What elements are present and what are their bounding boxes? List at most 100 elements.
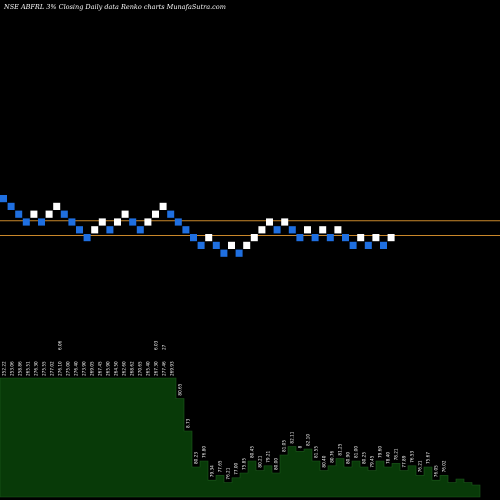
volume-label: 80.00 [274,458,279,470]
renko-brick [129,218,137,226]
volume-label: 79.34 [210,465,215,477]
volume-label: 277.46 [162,361,167,376]
header-description: Closing Daily data Renko charts MunafaSu… [58,3,226,11]
volume-label: 262.60 [122,361,127,376]
volume-top-label: 6.06 [58,340,63,350]
renko-brick [53,202,61,210]
renko-brick [258,226,266,234]
volume-label: 82.11 [290,431,295,443]
volume-label: 79.60 [378,446,383,458]
renko-brick [235,249,243,257]
renko-brick [288,226,296,234]
volume-label: 75.67 [426,452,431,464]
renko-bricks [0,195,395,257]
renko-brick [387,234,395,242]
volume-label: 264.50 [114,361,119,376]
volume-label: 253.06 [10,361,15,376]
volume-label: 76.21 [418,460,423,472]
volume-label: 276.30 [34,361,39,376]
volume-label: 265.40 [146,361,151,376]
volume-label: 276.10 [58,361,63,376]
renko-brick [357,234,365,242]
volume-label: 77.65 [218,460,223,472]
renko-brick [342,234,349,242]
volume-label: 78.21 [394,448,399,460]
volume-label: 268.62 [130,361,135,376]
volume-label: 80.21 [258,455,263,467]
renko-brick [7,202,15,210]
volume-label: 265.51 [26,361,31,376]
volume-labels: 252.22 253.06 258.86 265.51 276.30 275.55 277.… [2,340,447,479]
volume-label: 258.86 [18,361,23,376]
renko-brick [98,218,106,226]
renko-brick [121,210,129,218]
renko-brick [326,234,334,242]
volume-label: 252.22 [2,361,7,376]
volume-label: 275.55 [42,361,47,376]
renko-brick [30,210,38,218]
renko-brick [304,226,311,234]
volume-label: 8.73 [186,418,191,428]
renko-brick [349,241,357,249]
volume-label: 265.90 [106,361,111,376]
volume-label: 77.89 [402,455,407,467]
renko-brick [228,241,235,249]
volume-label: 76.80 [202,446,207,458]
volume-top-label: 6.03 [154,340,159,350]
volume-label: 81.25 [338,443,343,455]
renko-brick [0,195,7,203]
volume-label: 81.55 [314,446,319,458]
volume-label: 80.65 [178,383,183,395]
renko-brick [152,210,159,218]
renko-brick [76,226,83,234]
renko-brick [167,210,175,218]
volume-label: 77.00 [234,462,239,474]
renko-brick [190,234,197,242]
renko-brick [243,241,251,249]
renko-brick [364,241,372,249]
renko-brick [334,226,342,234]
volume-label: 76.05 [434,465,439,477]
renko-brick [197,241,205,249]
renko-brick [45,210,53,218]
volume-label: 80.90 [346,452,351,464]
volume-label: 79.21 [266,450,271,462]
renko-brick [182,226,190,234]
volume-label: 273.90 [82,361,87,376]
renko-brick [60,210,68,218]
renko-brick [273,226,281,234]
volume-label: 75.85 [242,458,247,470]
volume-label: 80.40 [322,455,327,467]
volume-top-label: 27 [162,344,167,350]
level-lines [0,220,500,237]
renko-brick [372,234,380,242]
volume-label: 267.45 [98,361,103,376]
renko-brick [319,226,327,234]
volume-label: 76.21 [226,467,231,479]
renko-brick [281,218,289,226]
renko-brick [380,241,387,249]
header-change: 3% [46,3,59,11]
renko-brick [296,234,304,242]
renko-brick [38,218,45,226]
renko-brick [22,218,30,226]
volume-label: 81.00 [354,446,359,458]
renko-brick [106,226,114,234]
volume-label: 276.40 [74,361,79,376]
renko-brick [220,249,228,257]
renko-brick [83,234,91,242]
volume-label: 8 [298,445,303,448]
volume-label: 269.93 [170,361,175,376]
renko-brick [212,241,220,249]
volume-label: 80.45 [250,446,255,458]
renko-brick [68,218,76,226]
renko-brick [136,226,144,234]
volume-label: 76.02 [442,460,447,472]
renko-brick [174,218,182,226]
renko-brick [91,226,99,234]
renko-brick [159,202,167,210]
volume-label: 269.05 [90,361,95,376]
volume-area [0,377,481,498]
renko-brick [250,234,258,242]
